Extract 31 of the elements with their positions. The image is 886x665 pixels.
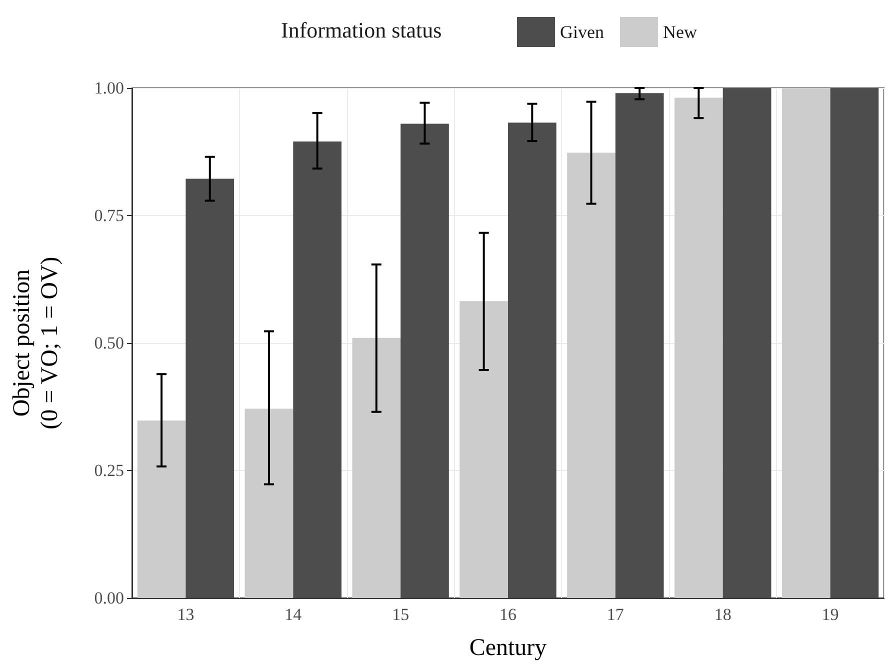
y-tick-label: 0.00 xyxy=(94,588,124,608)
legend-label: New xyxy=(662,22,697,42)
y-tick-label: 0.25 xyxy=(94,461,124,480)
x-tick-label: 18 xyxy=(714,605,732,624)
x-tick-label: 15 xyxy=(392,605,410,624)
bar xyxy=(508,122,556,598)
legend-title: Information status xyxy=(281,18,442,42)
bar xyxy=(830,88,879,598)
bar xyxy=(400,124,449,598)
bar xyxy=(782,88,830,598)
bar xyxy=(293,142,342,598)
bar xyxy=(352,338,401,598)
y-tick-label: 1.00 xyxy=(94,78,124,98)
y-axis-title: Object position (0 = VO; 1 = OV) xyxy=(9,256,63,430)
bar xyxy=(244,408,294,598)
x-axis-title: Century xyxy=(469,635,547,661)
x-tick-label: 14 xyxy=(284,605,302,624)
x-tick-label: 16 xyxy=(500,605,516,624)
bar xyxy=(674,98,723,598)
bar xyxy=(460,301,508,598)
x-tick-label: 13 xyxy=(177,605,194,624)
x-tick-label: 19 xyxy=(822,605,839,624)
y-tick-label: 0.50 xyxy=(94,334,124,352)
bar xyxy=(615,93,664,598)
bar xyxy=(186,178,234,598)
y-tick-label: 0.75 xyxy=(94,206,124,225)
bar xyxy=(137,420,186,598)
bar xyxy=(567,152,616,598)
x-tick-label: 17 xyxy=(606,605,624,624)
bar xyxy=(722,88,772,598)
legend-label: Given xyxy=(560,22,604,42)
